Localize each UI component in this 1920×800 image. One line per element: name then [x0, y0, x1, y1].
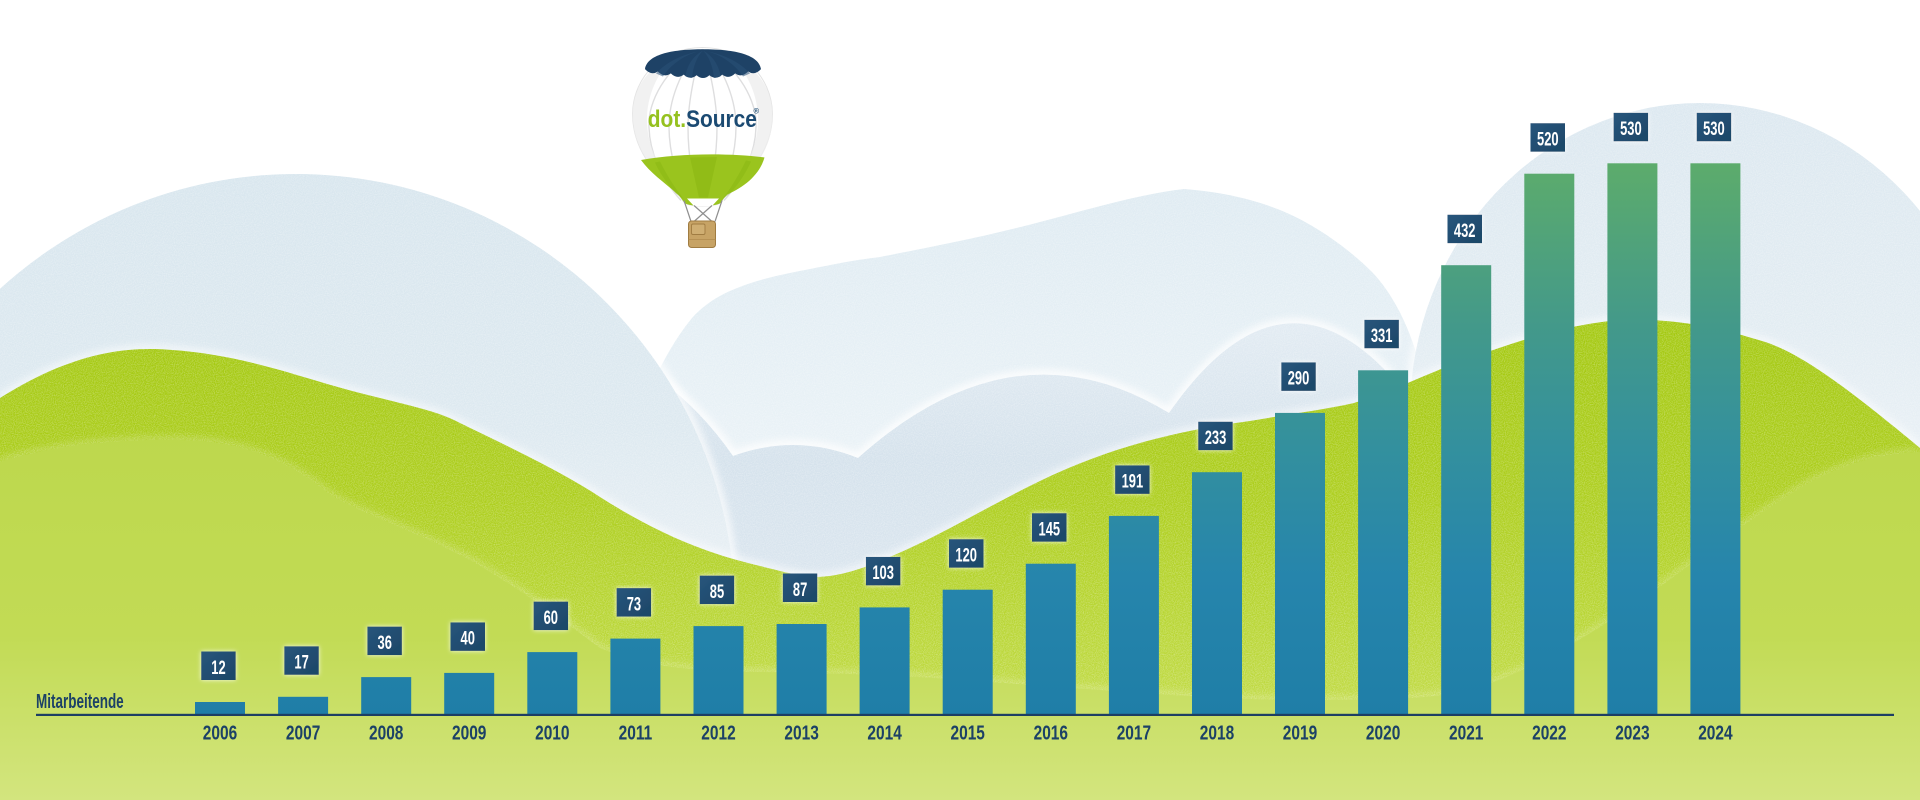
svg-text:®: ® [754, 107, 760, 116]
svg-text:12: 12 [211, 656, 225, 678]
svg-text:290: 290 [1288, 367, 1310, 389]
svg-text:2021: 2021 [1449, 721, 1483, 744]
svg-text:Mitarbeitende: Mitarbeitende [36, 690, 124, 712]
svg-text:2006: 2006 [203, 721, 237, 744]
svg-text:dot.Source: dot.Source [648, 104, 757, 132]
svg-text:2018: 2018 [1200, 721, 1234, 744]
svg-text:60: 60 [544, 606, 558, 628]
svg-text:145: 145 [1039, 518, 1061, 540]
svg-text:2019: 2019 [1283, 721, 1317, 744]
svg-text:73: 73 [627, 593, 641, 615]
svg-text:2013: 2013 [784, 721, 818, 744]
svg-text:103: 103 [872, 561, 894, 583]
svg-text:520: 520 [1537, 128, 1559, 150]
svg-text:2024: 2024 [1698, 721, 1732, 744]
svg-text:2010: 2010 [535, 721, 569, 744]
svg-text:2009: 2009 [452, 721, 486, 744]
svg-text:530: 530 [1620, 117, 1642, 139]
svg-text:17: 17 [294, 651, 308, 673]
svg-text:2023: 2023 [1615, 721, 1649, 744]
svg-text:331: 331 [1371, 324, 1393, 346]
svg-text:191: 191 [1122, 470, 1144, 492]
svg-text:530: 530 [1703, 117, 1725, 139]
svg-text:2012: 2012 [701, 721, 735, 744]
svg-text:2008: 2008 [369, 721, 403, 744]
svg-text:233: 233 [1205, 426, 1227, 448]
svg-text:40: 40 [461, 627, 475, 649]
svg-text:120: 120 [955, 544, 977, 566]
svg-text:36: 36 [378, 631, 392, 653]
svg-text:2020: 2020 [1366, 721, 1400, 744]
svg-text:432: 432 [1454, 219, 1476, 241]
svg-text:2007: 2007 [286, 721, 320, 744]
svg-text:2011: 2011 [619, 721, 653, 744]
svg-text:2016: 2016 [1034, 721, 1068, 744]
svg-text:2017: 2017 [1117, 721, 1151, 744]
svg-text:2014: 2014 [867, 721, 901, 744]
svg-text:2015: 2015 [950, 721, 984, 744]
svg-text:2022: 2022 [1532, 721, 1566, 744]
svg-text:87: 87 [793, 578, 807, 600]
svg-text:85: 85 [710, 580, 724, 602]
